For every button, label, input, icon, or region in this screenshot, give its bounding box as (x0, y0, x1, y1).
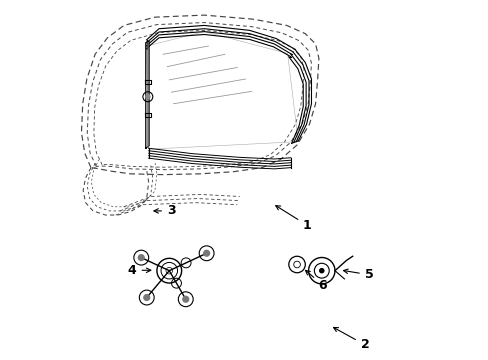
Circle shape (203, 250, 209, 256)
Text: 3: 3 (154, 204, 175, 217)
Circle shape (143, 294, 149, 300)
Circle shape (138, 255, 144, 261)
Text: 2: 2 (333, 328, 369, 351)
Circle shape (145, 95, 150, 99)
Circle shape (319, 269, 323, 273)
Text: 4: 4 (127, 264, 150, 277)
Text: 1: 1 (275, 206, 311, 232)
Text: 5: 5 (343, 268, 373, 281)
Text: 6: 6 (305, 270, 326, 292)
Circle shape (183, 296, 188, 302)
